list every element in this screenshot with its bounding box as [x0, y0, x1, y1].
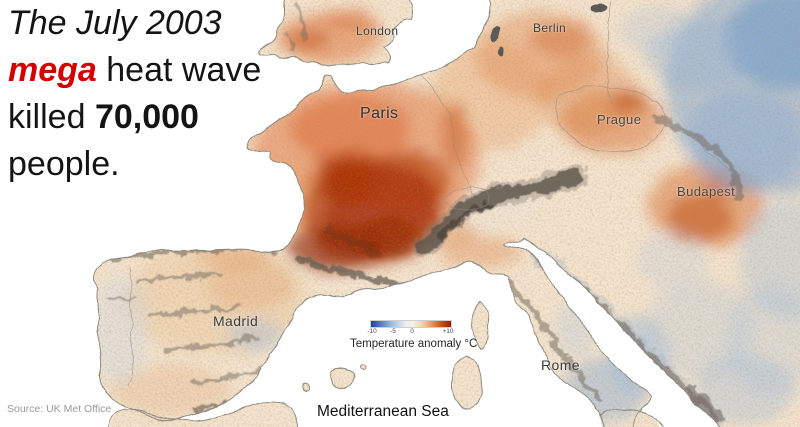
headline-line-1: The July 2003 [8, 4, 222, 42]
legend-tick-min: -10 [367, 328, 377, 335]
mediterranean-sea-label: Mediterranean Sea [317, 403, 449, 420]
country-borders [127, 0, 741, 387]
legend-tick-zero: 0 [410, 328, 414, 335]
killed-text: killed [8, 98, 95, 136]
city-label-budapest: Budapest [677, 184, 736, 199]
source-credit: Source: UK Met Office [7, 403, 112, 415]
legend-tick-neg5: -5 [390, 328, 396, 335]
headline-line-3: killed 70,000 [8, 94, 261, 141]
temperature-legend: -10 -5 0 +10 Temperature anomaly °C [350, 320, 477, 350]
coastlines [94, 0, 720, 427]
legend-ticks: -10 -5 0 +10 [367, 328, 454, 336]
legend-title: Temperature anomaly °C [350, 338, 478, 350]
headline-line-2: mega heat wave [8, 47, 261, 94]
legend-tick-max: +10 [442, 328, 454, 335]
city-label-berlin: Berlin [533, 21, 567, 35]
headline-line-4: people. [8, 145, 120, 183]
legend-colorbar [370, 320, 452, 328]
inland-waters [490, 3, 608, 55]
death-toll: 70,000 [94, 98, 199, 136]
city-label-rome: Rome [541, 357, 580, 373]
city-label-prague: Prague [597, 112, 642, 127]
city-label-paris: Paris [360, 105, 399, 122]
mega-emphasis: mega [8, 51, 97, 89]
city-label-madrid: Madrid [213, 313, 259, 329]
headline-line-2-rest: heat wave [96, 51, 262, 89]
headline: The July 2003 mega heat wave killed 70,0… [8, 0, 261, 188]
city-label-london: London [356, 24, 399, 38]
